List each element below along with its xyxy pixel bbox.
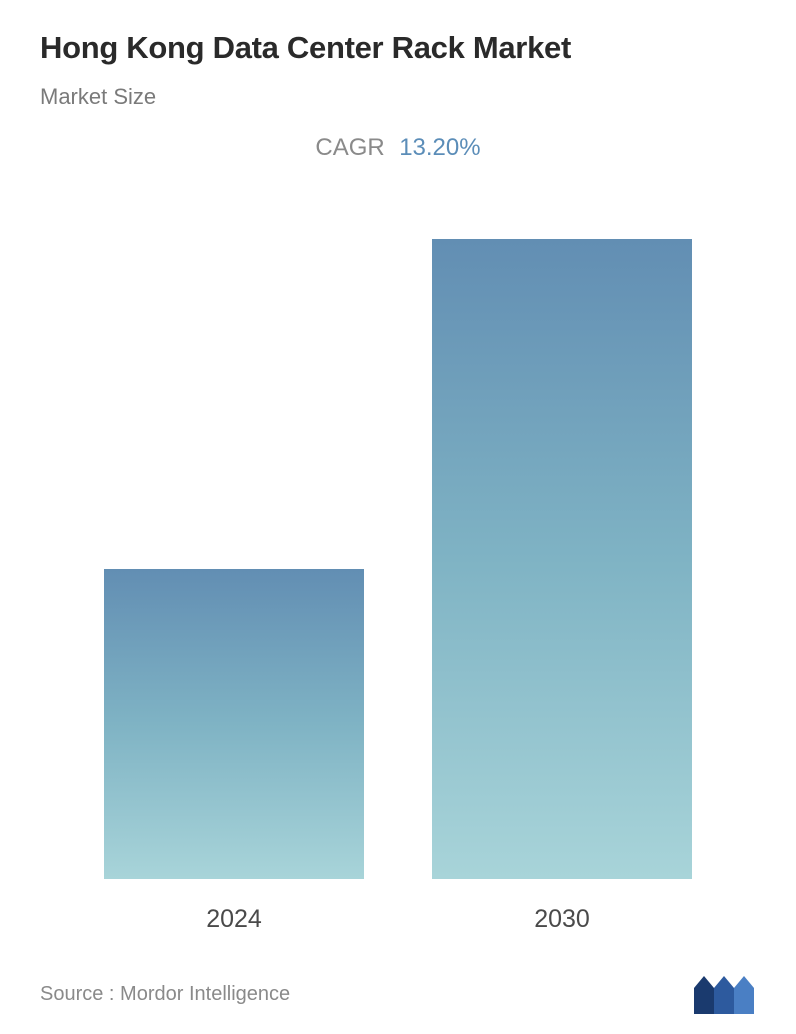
chart-container: Hong Kong Data Center Rack Market Market… bbox=[0, 0, 796, 1034]
source-label: Source : bbox=[40, 983, 114, 1005]
chart-subtitle: Market Size bbox=[40, 84, 756, 110]
cagr-value: 13.20% bbox=[399, 134, 480, 161]
bar-group-1: 2030 bbox=[422, 239, 702, 934]
bar-group-0: 2024 bbox=[94, 569, 374, 934]
bar-label-0: 2024 bbox=[206, 905, 262, 934]
source-name: Mordor Intelligence bbox=[120, 983, 290, 1005]
source-text: Source : Mordor Intelligence bbox=[40, 983, 290, 1006]
bar-label-1: 2030 bbox=[534, 905, 590, 934]
bar-chart: 2024 2030 bbox=[40, 182, 756, 934]
footer: Source : Mordor Intelligence bbox=[40, 954, 756, 1014]
mordor-logo-icon bbox=[694, 974, 756, 1014]
cagr-label: CAGR bbox=[315, 134, 384, 161]
bar-1 bbox=[432, 239, 692, 879]
chart-title: Hong Kong Data Center Rack Market bbox=[40, 30, 756, 66]
bar-0 bbox=[104, 569, 364, 879]
cagr-row: CAGR 13.20% bbox=[40, 134, 756, 162]
